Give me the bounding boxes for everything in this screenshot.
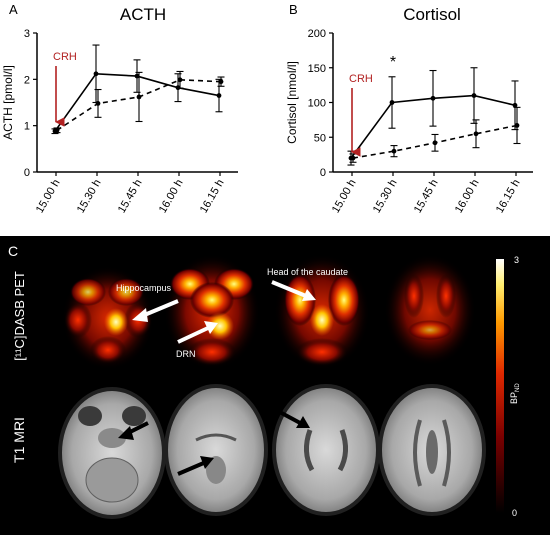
data-point-dashed bbox=[432, 140, 438, 146]
colorbar-max-label: 3 bbox=[514, 255, 519, 265]
pet-slice-1 bbox=[62, 266, 154, 370]
pet-arrow-hippocampus bbox=[132, 299, 179, 322]
panel-c-letter: C bbox=[8, 243, 18, 259]
data-point-dashed bbox=[177, 77, 183, 83]
x-tick-label: 16.00 h bbox=[157, 178, 186, 216]
data-point-dashed bbox=[473, 131, 479, 137]
y-tick-label: 3 bbox=[24, 28, 30, 40]
colorbar bbox=[496, 259, 504, 513]
data-point-solid bbox=[216, 93, 222, 98]
colorbar-title: BPND bbox=[509, 383, 521, 404]
hippocampus-label: Hippocampus bbox=[116, 283, 172, 293]
data-point-dashed bbox=[95, 101, 101, 106]
pet-arrow-caudate bbox=[271, 280, 316, 301]
x-tick-label: 15.45 h bbox=[412, 178, 441, 216]
chart-title: ACTH bbox=[120, 5, 166, 24]
data-point-solid bbox=[93, 71, 99, 77]
colorbar-min-label: 0 bbox=[512, 508, 517, 518]
significance-star: * bbox=[390, 54, 396, 71]
data-point-dashed bbox=[136, 94, 142, 100]
data-point-solid bbox=[389, 100, 395, 105]
x-tick-label: 16.15 h bbox=[198, 178, 227, 216]
y-tick-label: 200 bbox=[308, 28, 326, 40]
y-tick-label: 2 bbox=[24, 74, 30, 86]
data-point-dashed bbox=[514, 123, 520, 128]
x-tick-label: 15.30 h bbox=[75, 178, 104, 216]
y-tick-label: 150 bbox=[308, 63, 326, 75]
y-axis-label: Cortisol [nmol/l] bbox=[285, 61, 299, 144]
data-point-solid bbox=[512, 102, 518, 108]
data-point-dashed bbox=[350, 155, 356, 161]
x-tick-label: 16.00 h bbox=[453, 178, 482, 216]
x-tick-label: 15.00 h bbox=[330, 178, 359, 216]
x-tick-label: 15.00 h bbox=[34, 178, 63, 216]
panel-letter: A bbox=[9, 2, 18, 17]
x-tick-label: 15.30 h bbox=[371, 178, 400, 216]
data-point-dashed bbox=[218, 79, 224, 85]
mri-slice-3 bbox=[272, 384, 380, 516]
drn-label: DRN bbox=[176, 349, 196, 359]
panel-a: A ACTH 0 1 2 3 ACTH [pmol/l] 15.00 h 15.30 h 15.4… bbox=[1, 2, 238, 215]
crh-label: CRH bbox=[53, 51, 77, 63]
y-tick-label: 0 bbox=[24, 167, 30, 179]
y-tick-label: 0 bbox=[320, 167, 326, 179]
data-point-solid bbox=[134, 73, 140, 79]
mri-slice-2 bbox=[164, 384, 268, 516]
mri-row-label: T1 MRI bbox=[11, 417, 27, 463]
pet-slice-4 bbox=[384, 254, 476, 366]
panel-letter: B bbox=[289, 2, 298, 17]
x-tick-label: 15.45 h bbox=[116, 178, 145, 216]
y-tick-label: 50 bbox=[314, 132, 326, 144]
x-tick-label: 16.15 h bbox=[494, 178, 523, 216]
pet-row-label: [¹¹C]DASB PET bbox=[12, 271, 27, 361]
crh-label: CRH bbox=[349, 73, 373, 85]
y-tick-label: 100 bbox=[308, 98, 326, 110]
data-point-solid bbox=[430, 95, 436, 101]
chart-title: Cortisol bbox=[403, 5, 461, 24]
mri-slice-4 bbox=[378, 384, 486, 516]
panel-c: C [¹¹C]DASB PET T1 MRI bbox=[0, 236, 550, 535]
data-point-solid bbox=[471, 93, 477, 98]
y-tick-label: 1 bbox=[24, 121, 30, 133]
mri-slice-1 bbox=[58, 387, 166, 519]
data-point-dashed bbox=[54, 127, 60, 133]
data-point-dashed bbox=[391, 148, 397, 154]
y-axis-label: ACTH [pmol/l] bbox=[1, 65, 15, 140]
panel-b: B Cortisol 0 50 100 150 200 Cortisol [nmol/l] 15… bbox=[285, 2, 533, 215]
pet-arrow-drn bbox=[177, 321, 218, 344]
pet-slice-3 bbox=[274, 254, 370, 370]
caudate-label: Head of the caudate bbox=[267, 267, 348, 277]
pet-slice-2 bbox=[164, 254, 260, 370]
